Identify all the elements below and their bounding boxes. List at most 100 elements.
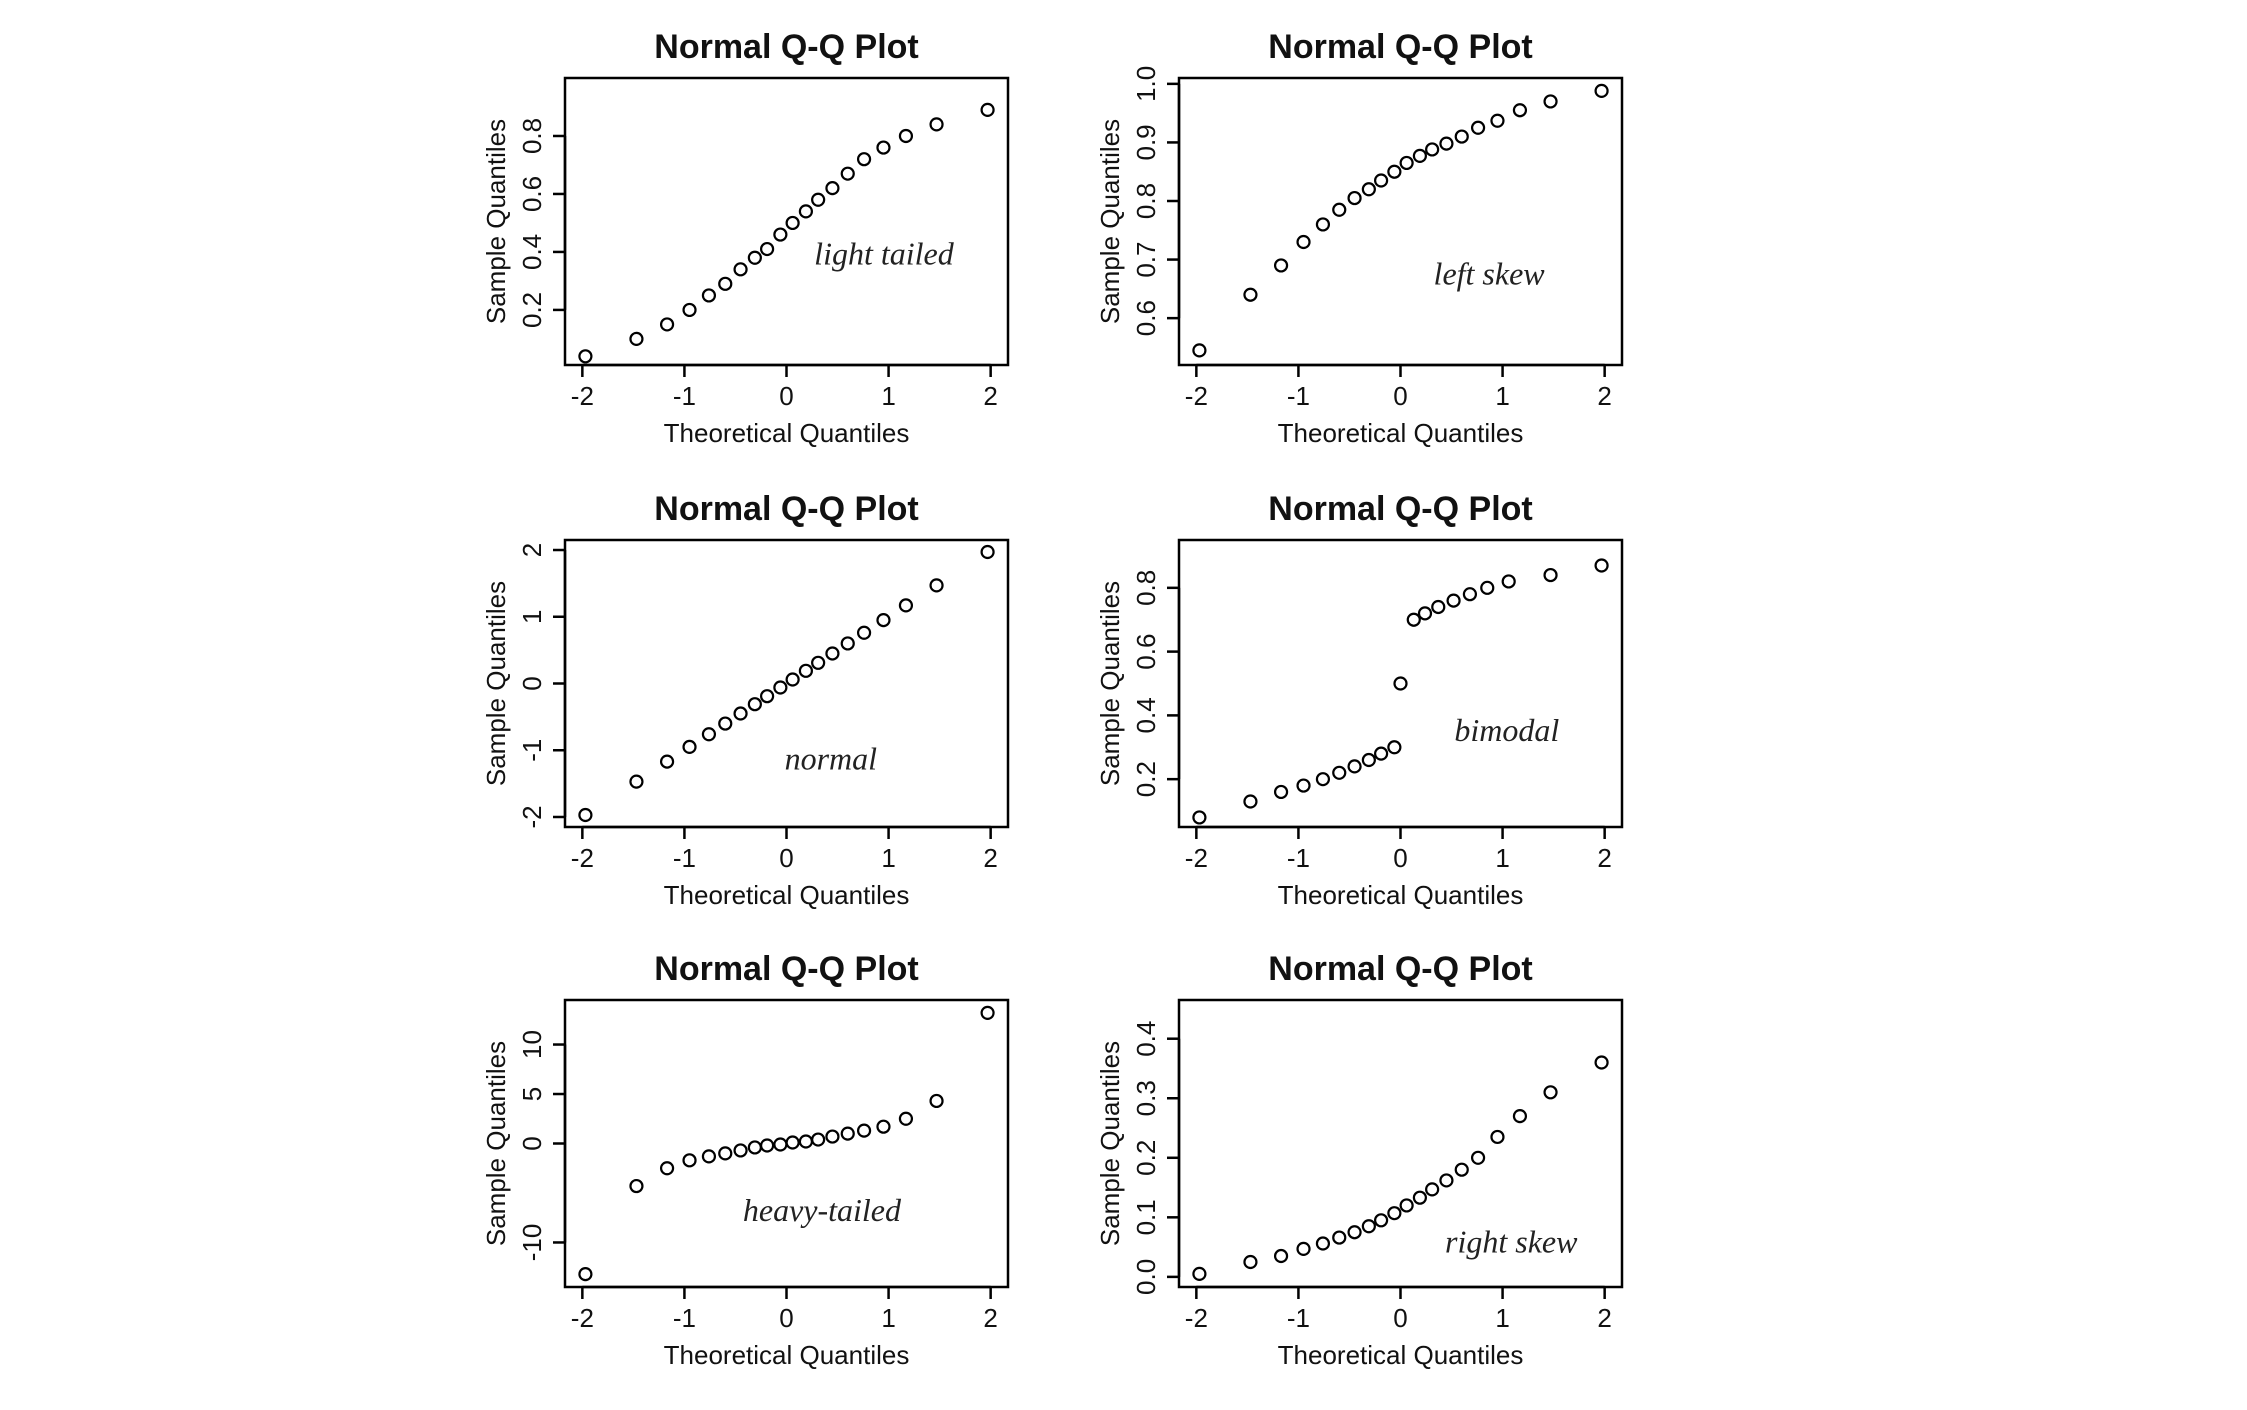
data-point <box>1417 606 1433 621</box>
data-point <box>811 655 826 670</box>
data-point <box>1332 202 1347 217</box>
data-point <box>1446 593 1461 608</box>
x-tick-label: -1 <box>1287 1303 1310 1333</box>
data-point <box>840 166 855 181</box>
data-point <box>898 598 914 613</box>
data-point <box>1439 1173 1454 1188</box>
data-point <box>682 1153 697 1168</box>
x-tick-label: 0 <box>779 1303 793 1333</box>
data-point <box>1454 1162 1469 1177</box>
y-tick-label: 0.4 <box>1131 1021 1161 1057</box>
data-point <box>840 636 855 651</box>
data-point <box>825 1129 840 1144</box>
data-point <box>1439 136 1454 151</box>
data-point <box>825 181 840 196</box>
distribution-annotation: left skew <box>1434 256 1546 292</box>
y-axis-label: Sample Quantiles <box>1095 581 1125 786</box>
x-tick-label: 2 <box>1597 381 1611 411</box>
data-point <box>760 241 775 257</box>
y-axis-label: Sample Quantiles <box>481 581 511 786</box>
data-point <box>1243 287 1258 302</box>
x-tick-label: -2 <box>571 843 594 873</box>
data-point <box>840 1126 855 1141</box>
data-point <box>811 1132 826 1147</box>
data-point <box>733 1143 748 1158</box>
data-point <box>718 716 733 731</box>
data-point <box>1512 103 1528 118</box>
panel-title: Normal Q-Q Plot <box>654 28 918 66</box>
data-point <box>1315 217 1331 232</box>
data-point <box>1480 580 1495 595</box>
y-tick-label: 0.8 <box>517 118 547 154</box>
data-point <box>1512 1109 1528 1124</box>
data-point <box>929 117 944 132</box>
data-point <box>1543 94 1558 109</box>
data-point <box>856 152 872 167</box>
x-tick-label: -1 <box>1287 843 1310 873</box>
data-point <box>629 774 644 789</box>
y-tick-label: 0 <box>517 1136 547 1150</box>
x-tick-label: -2 <box>1185 843 1208 873</box>
data-point <box>773 680 788 695</box>
data-point <box>980 544 995 560</box>
qq-panel-5: Normal Q-Q Plot-2 -1 0 1 2-100510Theoretical… <box>481 950 1010 1370</box>
panel-title: Normal Q-Q Plot <box>1268 490 1532 528</box>
data-point <box>1347 190 1362 206</box>
data-point <box>1431 599 1446 615</box>
data-point <box>1273 1248 1289 1264</box>
data-point <box>1273 258 1289 273</box>
data-point <box>1332 765 1347 780</box>
data-point <box>1296 234 1311 250</box>
panel-title: Normal Q-Q Plot <box>1268 950 1532 988</box>
data-point <box>629 331 644 347</box>
data-point <box>1501 574 1516 589</box>
x-axis-label: Theoretical Quantiles <box>664 1340 910 1370</box>
data-point <box>1490 113 1505 128</box>
data-point <box>1296 1241 1311 1256</box>
data-point <box>1594 83 1609 98</box>
data-point <box>1594 1055 1609 1070</box>
y-tick-label: 0.6 <box>1131 634 1161 670</box>
x-tick-label: -1 <box>673 1303 696 1333</box>
data-point <box>747 1140 762 1155</box>
data-point <box>1543 567 1558 583</box>
data-point <box>798 204 813 219</box>
data-point <box>1315 772 1331 787</box>
data-point <box>856 1123 872 1138</box>
data-point <box>929 1093 944 1109</box>
x-tick-label: 0 <box>1393 1303 1407 1333</box>
data-point <box>1412 148 1427 163</box>
x-tick-label: -2 <box>571 381 594 411</box>
data-point <box>1374 746 1389 761</box>
y-tick-label: 0.0 <box>1131 1259 1161 1295</box>
x-tick-label: 1 <box>881 1303 895 1333</box>
data-point <box>1192 810 1207 825</box>
x-tick-label: 0 <box>1393 381 1407 411</box>
data-point <box>785 215 800 231</box>
qq-panel-3: Normal Q-Q Plot -2 -1 0 1 2 -2 -1 0 1 2 Theoretical… <box>481 490 1010 910</box>
data-point <box>1374 173 1389 188</box>
x-axis-label: Theoretical Quantiles <box>664 880 910 910</box>
x-tick-label: -1 <box>673 843 696 873</box>
x-axis-label: Theoretical Quantiles <box>1278 418 1524 448</box>
data-point <box>1387 740 1402 755</box>
data-point <box>1192 343 1207 358</box>
distribution-annotation: normal <box>785 741 878 777</box>
data-point <box>876 612 891 628</box>
y-tick-label: 0.2 <box>1131 1140 1161 1176</box>
y-tick-label: -10 <box>517 1224 547 1262</box>
y-tick-label: 0.6 <box>517 176 547 212</box>
x-tick-label: -2 <box>1185 1303 1208 1333</box>
x-tick-label: 1 <box>1495 843 1509 873</box>
data-point <box>856 625 872 640</box>
x-tick-label: 1 <box>881 843 895 873</box>
data-point <box>798 663 813 678</box>
data-point <box>718 1146 733 1161</box>
data-point <box>1594 558 1609 573</box>
x-tick-label: -1 <box>673 381 696 411</box>
x-tick-label: 0 <box>779 843 793 873</box>
data-point <box>898 1111 914 1126</box>
y-tick-label: 2 <box>517 543 547 557</box>
data-point <box>1296 778 1311 793</box>
